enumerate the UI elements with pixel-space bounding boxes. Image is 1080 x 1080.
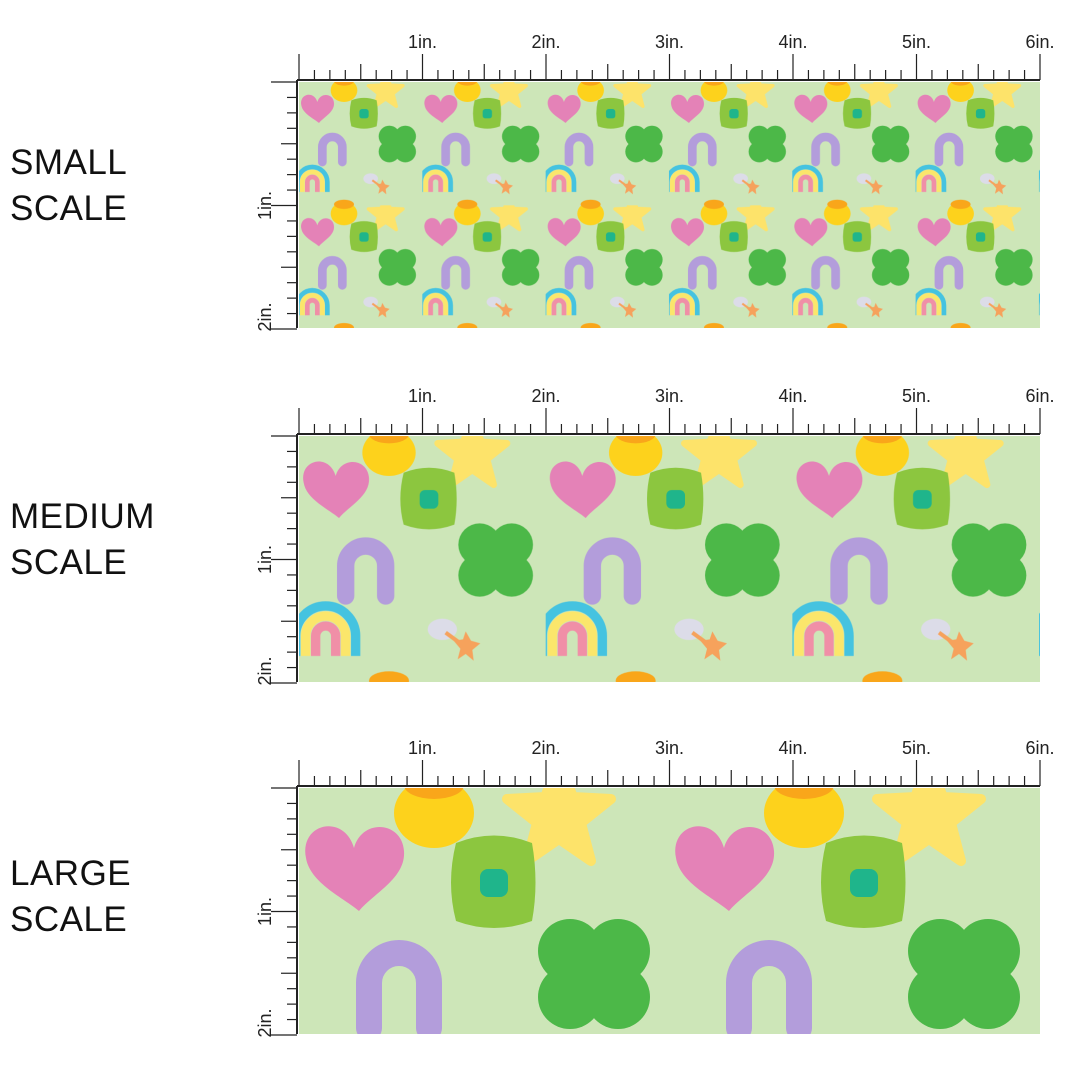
ruler-label: 4in. [778, 386, 807, 406]
ruler-label: 5in. [902, 32, 931, 52]
scale-label-line1: LARGE [10, 854, 132, 893]
ruler-and-swatch: 1in. 2in. 3in. 4in. 5in. 6in. 1in. 2in. [255, 32, 1055, 332]
fabric-swatch [299, 788, 1040, 1034]
fabric-panel-medium: 1in. 2in. 3in. 4in. 5in. 6in. 1in. 2in. [240, 354, 1060, 694]
ruler-label: 1in. [408, 32, 437, 52]
ruler-and-swatch: 1in. 2in. 3in. 4in. 5in. 6in. 1in. 2in. [255, 386, 1055, 686]
fabric-swatch [299, 82, 1040, 328]
fabric-swatch [299, 436, 1040, 682]
scale-label-line1: SMALL [10, 143, 128, 182]
fabric-panel-large: 1in. 2in. 3in. 4in. 5in. 6in. 1in. 2in. [240, 706, 1060, 1046]
scale-label-line2: SCALE [10, 189, 128, 228]
ruler-label: 2in. [255, 1008, 275, 1037]
ruler-label: 1in. [255, 897, 275, 926]
ruler-label: 5in. [902, 386, 931, 406]
ruler-label: 2in. [255, 302, 275, 331]
ruler-label: 2in. [531, 738, 560, 758]
ruler-label: 1in. [255, 545, 275, 574]
ruler-label: 2in. [255, 656, 275, 685]
ruler-label: 1in. [408, 386, 437, 406]
ruler-label: 2in. [531, 386, 560, 406]
fabric-panel-small: 1in. 2in. 3in. 4in. 5in. 6in. 1in. 2in. [240, 0, 1060, 340]
ruler-label: 3in. [655, 738, 684, 758]
ruler-label: 1in. [255, 191, 275, 220]
scale-label-small: SMALL SCALE [10, 140, 127, 232]
scale-label-large: LARGE SCALE [10, 851, 131, 943]
ruler-label: 4in. [778, 32, 807, 52]
ruler-label: 6in. [1025, 32, 1054, 52]
ruler-label: 2in. [531, 32, 560, 52]
scale-label-medium: MEDIUM SCALE [10, 494, 155, 586]
scale-label-line2: SCALE [10, 900, 128, 939]
ruler-and-swatch: 1in. 2in. 3in. 4in. 5in. 6in. 1in. 2in. [255, 738, 1055, 1038]
ruler-label: 4in. [778, 738, 807, 758]
scale-label-line1: MEDIUM [10, 497, 155, 536]
scale-label-line2: SCALE [10, 543, 128, 582]
ruler-label: 5in. [902, 738, 931, 758]
ruler-label: 3in. [655, 32, 684, 52]
ruler-label: 6in. [1025, 738, 1054, 758]
ruler-label: 1in. [408, 738, 437, 758]
ruler-label: 3in. [655, 386, 684, 406]
ruler-label: 6in. [1025, 386, 1054, 406]
